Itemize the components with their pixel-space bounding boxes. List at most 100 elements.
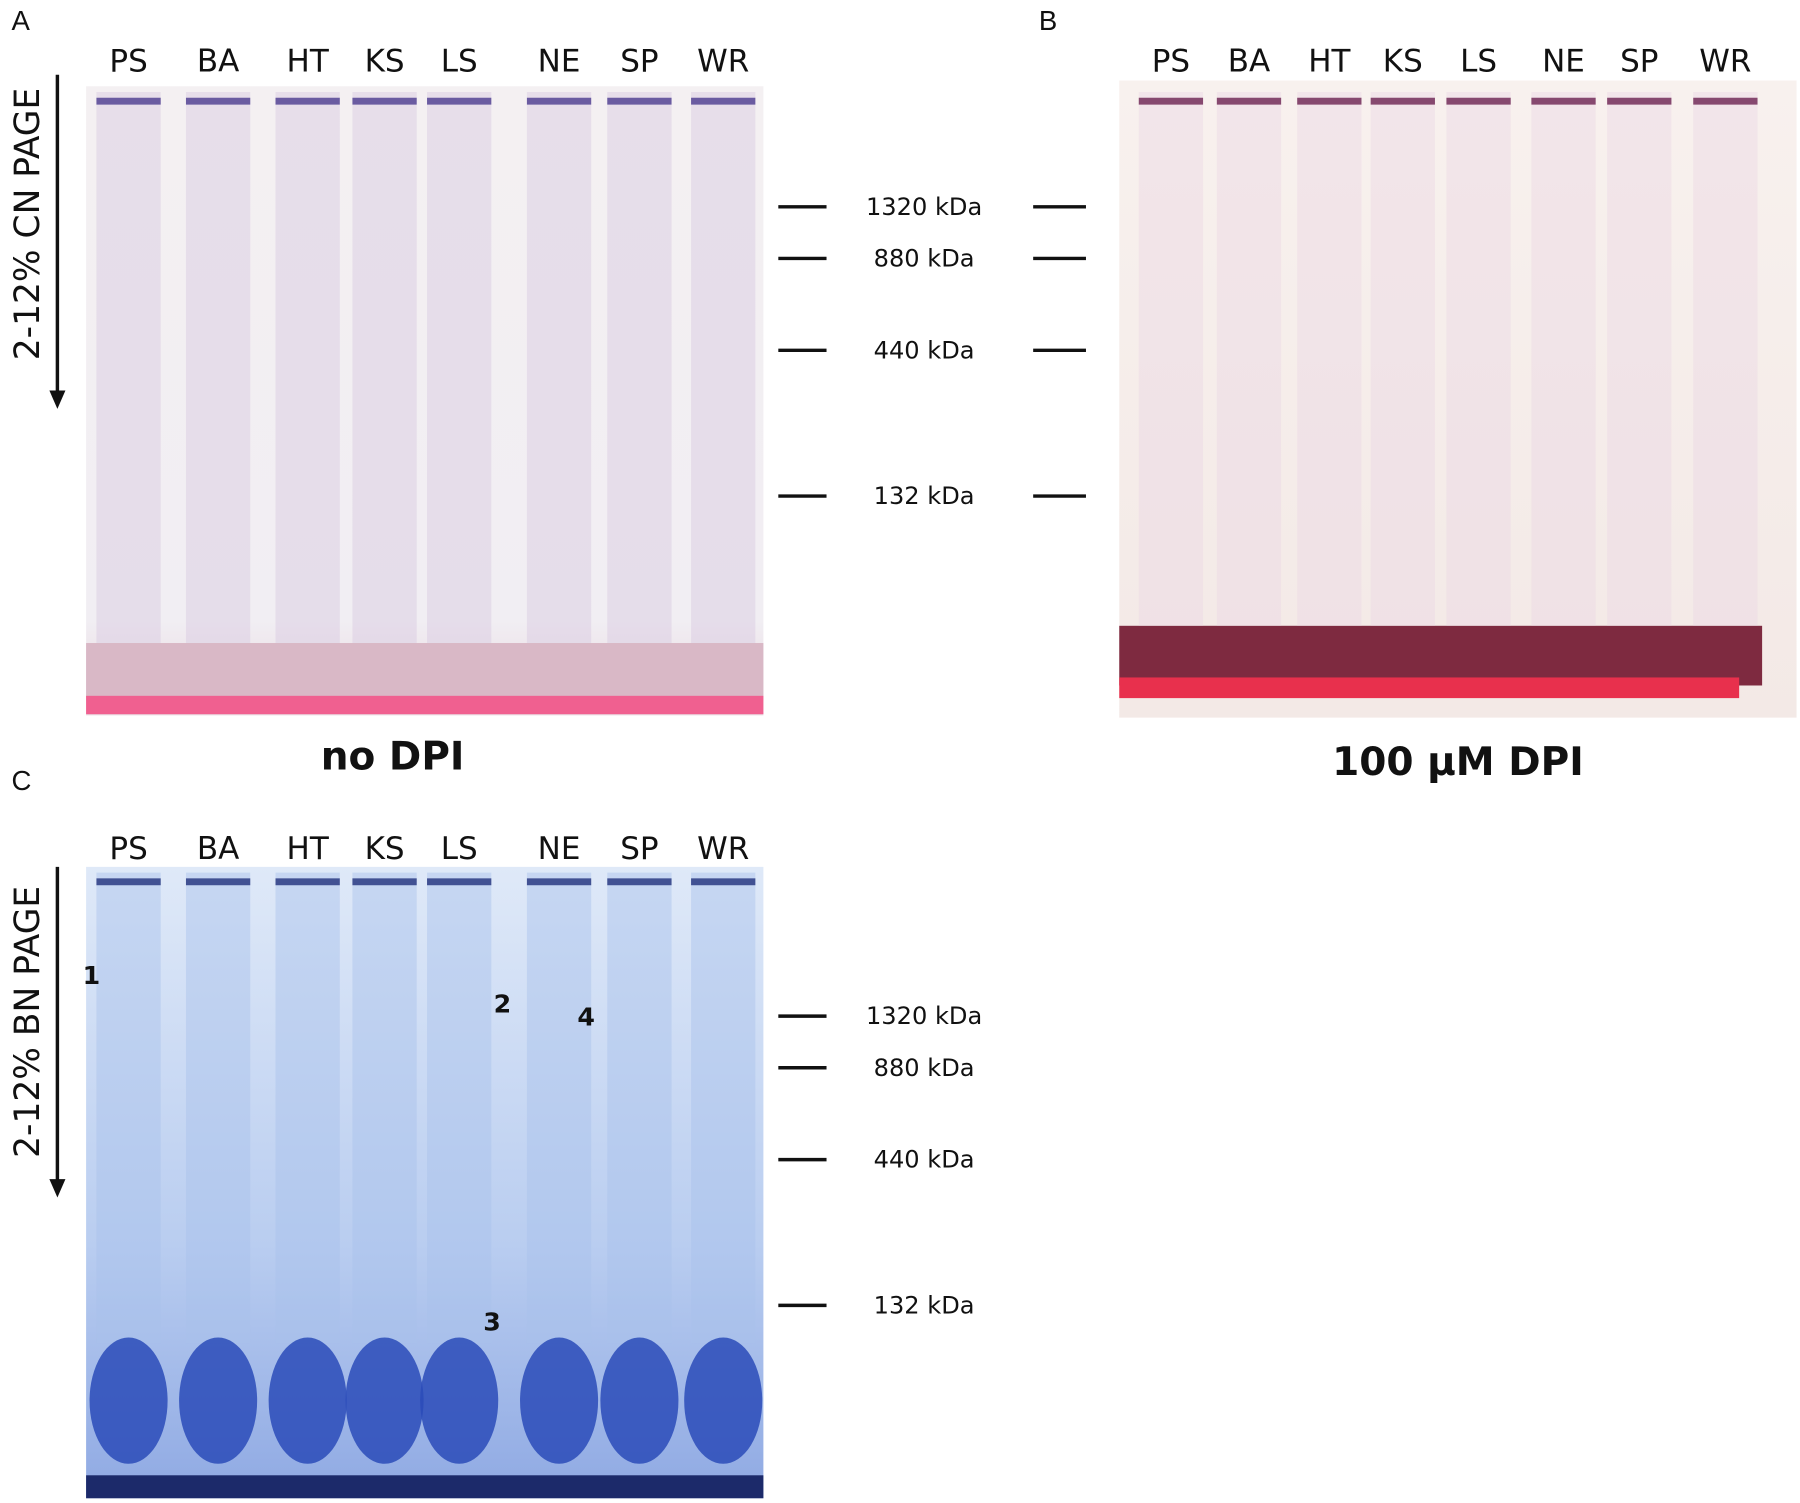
lane xyxy=(607,91,672,644)
dye-blob xyxy=(268,1337,347,1464)
lane xyxy=(1607,91,1672,626)
axis-label: 2-12% BN PAGE xyxy=(8,886,48,1158)
lane xyxy=(275,91,340,644)
well-band xyxy=(185,878,251,886)
dye-blob xyxy=(89,1337,168,1464)
dye-blob xyxy=(420,1337,499,1464)
panel-label: C xyxy=(11,765,31,796)
well-band xyxy=(1531,97,1596,105)
panel-label: B xyxy=(1039,5,1057,36)
lane-label: KS xyxy=(365,43,405,79)
dye-blob xyxy=(345,1337,424,1464)
lane-label: KS xyxy=(1383,43,1423,79)
caption: no DPI xyxy=(321,734,465,779)
band-number: 4 xyxy=(577,1002,595,1031)
axis-label: 2-12% CN PAGE xyxy=(8,88,48,360)
caption: 100 µM DPI xyxy=(1332,740,1584,785)
lane xyxy=(691,91,756,644)
well-band xyxy=(427,878,492,886)
well-band xyxy=(275,878,340,886)
lane-label: WR xyxy=(697,831,749,867)
well-band xyxy=(1693,97,1758,105)
lane-label: LS xyxy=(1460,43,1497,79)
well-band xyxy=(96,97,161,105)
band-number: 2 xyxy=(494,990,512,1019)
lane xyxy=(1531,91,1596,626)
well-band xyxy=(691,878,756,886)
well-band xyxy=(526,97,592,105)
gel-b-front xyxy=(1119,625,1763,686)
panel-label: A xyxy=(11,5,30,36)
marker-label: 440 kDa xyxy=(874,336,975,364)
marker-label: 1320 kDa xyxy=(866,193,982,221)
lane-label: NE xyxy=(538,43,581,79)
gel-a-front xyxy=(86,643,764,701)
gel-a-dye xyxy=(86,695,764,715)
lane xyxy=(1216,91,1282,626)
band-number: 1 xyxy=(83,961,101,990)
lane xyxy=(607,872,672,1344)
lane-label: HT xyxy=(1308,43,1351,79)
lane-label: PS xyxy=(109,43,147,79)
well-band xyxy=(691,97,756,105)
lane xyxy=(526,872,592,1344)
well-band xyxy=(1297,97,1362,105)
lane-label: SP xyxy=(620,831,658,867)
lane xyxy=(1297,91,1362,626)
lane xyxy=(1446,91,1511,626)
lanes xyxy=(89,91,1758,1464)
arrow-head xyxy=(49,1179,66,1198)
well-band xyxy=(275,97,340,105)
marker-label: 880 kDa xyxy=(874,1054,975,1082)
well-band xyxy=(1370,97,1435,105)
lane-label: NE xyxy=(538,831,581,867)
lane-label: HT xyxy=(287,43,330,79)
lane xyxy=(185,872,251,1344)
marker-label: 1320 kDa xyxy=(866,1002,982,1030)
marker-label: 132 kDa xyxy=(874,482,975,510)
gel-c-front xyxy=(86,1475,764,1499)
lane-label: PS xyxy=(1152,43,1190,79)
marker-label: 880 kDa xyxy=(874,244,975,272)
lane xyxy=(185,91,251,644)
well-band xyxy=(1607,97,1672,105)
well-band xyxy=(607,97,672,105)
lane xyxy=(1693,91,1758,626)
lane-label: SP xyxy=(620,43,658,79)
well-band xyxy=(185,97,251,105)
marker-label: 440 kDa xyxy=(874,1146,975,1174)
lane xyxy=(526,91,592,644)
well-band xyxy=(607,878,672,886)
well-band xyxy=(1216,97,1282,105)
dye-blob xyxy=(600,1337,679,1464)
lane-label: BA xyxy=(197,831,239,867)
gel-b-dye xyxy=(1119,677,1740,699)
arrow-head xyxy=(49,390,66,409)
lane xyxy=(275,872,340,1344)
lane-label: WR xyxy=(697,43,749,79)
lane-label: NE xyxy=(1542,43,1585,79)
lane xyxy=(1370,91,1435,626)
lane xyxy=(352,872,417,1344)
lane xyxy=(691,872,756,1344)
lane xyxy=(427,91,492,644)
lane xyxy=(1138,91,1204,626)
well-band xyxy=(352,878,417,886)
lane-label: WR xyxy=(1699,43,1751,79)
dye-blob xyxy=(520,1337,599,1464)
lane-label: BA xyxy=(197,43,239,79)
lane-label: LS xyxy=(441,43,478,79)
lane xyxy=(96,872,161,1344)
well-band xyxy=(1446,97,1511,105)
gel-a xyxy=(86,86,764,716)
band-number: 3 xyxy=(483,1308,501,1337)
well-band xyxy=(427,97,492,105)
well-band xyxy=(526,878,592,886)
lane-label: LS xyxy=(441,831,478,867)
lane xyxy=(96,91,161,644)
well-band xyxy=(96,878,161,886)
lane xyxy=(352,91,417,644)
marker-label: 132 kDa xyxy=(874,1291,975,1319)
well-band xyxy=(1138,97,1204,105)
